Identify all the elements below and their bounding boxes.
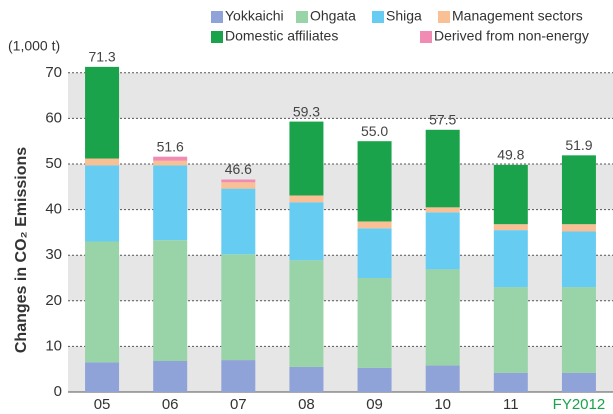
bar-segment <box>289 202 324 261</box>
legend-label: Shiga <box>386 8 422 24</box>
total-label: 51.6 <box>157 138 184 154</box>
legend-label: Domestic affiliates <box>225 28 338 44</box>
legend-swatch <box>438 11 450 23</box>
unit-label: (1,000 t) <box>8 38 60 54</box>
bar-segment <box>493 287 528 373</box>
bar-segment <box>561 231 596 288</box>
grid-band <box>68 164 613 210</box>
bar-segment <box>85 66 120 159</box>
legend-swatch <box>296 11 308 23</box>
y-tick-label: 0 <box>54 383 62 400</box>
legend-swatch <box>372 11 384 23</box>
bar-segment <box>493 224 528 231</box>
bar-segment <box>85 165 120 242</box>
grid-band <box>68 72 613 119</box>
bar-segment <box>153 160 188 166</box>
bar-segment <box>561 224 596 232</box>
bar-segment <box>357 141 392 222</box>
bar-segment <box>425 365 460 392</box>
bar-segment <box>221 179 256 183</box>
bar-segment <box>221 360 256 392</box>
bar-segment <box>425 212 460 270</box>
x-tick-label: 11 <box>503 396 519 413</box>
legend-swatch <box>211 31 223 43</box>
bar-segment <box>493 230 528 288</box>
bar-segment <box>425 207 460 213</box>
bar-segment <box>425 129 460 208</box>
total-label: 59.3 <box>293 103 320 119</box>
legend-label: Management sectors <box>452 8 583 24</box>
legend-label: Derived from non-energy <box>434 28 589 44</box>
bar-segment <box>153 240 188 361</box>
x-tick-label: 06 <box>162 396 179 413</box>
bar-segment <box>425 269 460 366</box>
total-label: 49.8 <box>497 147 524 163</box>
x-tick-label: 05 <box>94 396 111 413</box>
bar-segment <box>289 366 324 392</box>
bar-segment <box>493 372 528 392</box>
bar-segment <box>289 260 324 367</box>
legend-label: Ohgata <box>310 8 356 24</box>
total-label: 51.9 <box>565 137 592 153</box>
y-tick-label: 10 <box>45 337 62 354</box>
x-tick-label: 09 <box>366 396 383 413</box>
bar-segment <box>357 367 392 392</box>
bar-segment <box>561 287 596 373</box>
bar-segment <box>221 188 256 255</box>
bar-segment <box>561 372 596 392</box>
x-tick-label: FY2012 <box>553 396 606 413</box>
bar-segment <box>493 164 528 225</box>
bar-segment <box>289 195 324 203</box>
grid-band <box>68 346 613 392</box>
total-label: 57.5 <box>429 112 456 128</box>
bar-segment <box>357 278 392 368</box>
grid-band <box>68 255 613 301</box>
y-tick-label: 20 <box>45 292 62 309</box>
bar-segment <box>153 156 188 161</box>
y-tick-label: 30 <box>45 246 62 263</box>
bar-segment <box>221 182 256 189</box>
bar-segment <box>221 254 256 361</box>
total-label: 46.6 <box>225 161 252 177</box>
total-label: 55.0 <box>361 123 388 139</box>
bar-segment <box>357 228 392 278</box>
bar-segment <box>153 165 188 241</box>
y-tick-label: 50 <box>45 155 62 172</box>
legend-swatch <box>211 11 223 23</box>
y-axis-label: Changes in CO₂ Emissions <box>13 147 30 353</box>
bar-segment <box>153 360 188 392</box>
total-label: 71.3 <box>88 49 115 65</box>
y-tick-label: 40 <box>45 201 62 218</box>
legend-swatch <box>420 31 432 43</box>
legend-label: Yokkaichi <box>225 8 284 24</box>
x-tick-label: 10 <box>434 396 451 413</box>
bar-segment <box>85 241 120 363</box>
bar-segment <box>85 362 120 392</box>
x-tick-label: 08 <box>298 396 315 413</box>
y-tick-label: 70 <box>45 64 62 81</box>
bar-segment <box>561 155 596 225</box>
y-tick-label: 60 <box>45 109 62 126</box>
x-tick-label: 07 <box>230 396 247 413</box>
bar-segment <box>289 121 324 196</box>
bar-segment <box>85 158 120 166</box>
bar-segment <box>357 221 392 229</box>
